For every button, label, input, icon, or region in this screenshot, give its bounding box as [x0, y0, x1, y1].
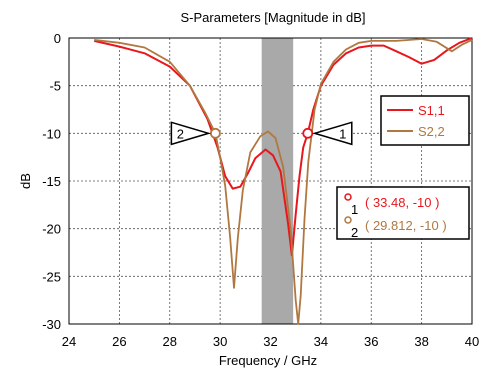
- y-tick-label: -25: [42, 269, 61, 284]
- x-tick-label: 32: [263, 334, 277, 349]
- x-tick-label: 38: [414, 334, 428, 349]
- y-tick-label: 0: [54, 31, 61, 46]
- marker-legend-value-2: ( 29.812, -10 ): [365, 218, 447, 233]
- y-axis-label: dB: [18, 173, 33, 189]
- marker-point-1: [302, 127, 314, 139]
- marker-legend: 1 ( 33.48, -10 ) 2 ( 29.812, -10 ): [336, 186, 470, 240]
- shaded-bands: [261, 38, 294, 324]
- legend-label-s11: S1,1: [418, 103, 445, 118]
- legend-box: [380, 95, 470, 146]
- marker-legend-id-1: 1: [351, 202, 358, 217]
- marker-legend-symbol-2: [344, 216, 352, 224]
- marker-point-2: [209, 127, 221, 139]
- marker-flag-label-1: 1: [339, 126, 346, 141]
- chart-title: S-Parameters [Magnitude in dB]: [181, 10, 366, 25]
- marker-legend-id-2: 2: [351, 225, 358, 240]
- x-tick-label: 30: [213, 334, 227, 349]
- x-tick-label: 24: [62, 334, 76, 349]
- y-tick-label: -10: [42, 126, 61, 141]
- marker-legend-symbol-1: [344, 193, 352, 201]
- marker-legend-value-1: ( 33.48, -10 ): [365, 195, 439, 210]
- marker-flag-2: [170, 121, 212, 146]
- highlight-band: [261, 38, 294, 324]
- x-tick-labels: 24 26 28 30 32 34 36 38 40: [62, 334, 479, 349]
- marker-layer: 12: [170, 121, 353, 146]
- plot-frame: [68, 37, 473, 325]
- y-tick-label: -20: [42, 222, 61, 237]
- marker-flag-1: [312, 121, 353, 146]
- y-tick-labels: 0 -5 -10 -15 -20 -25 -30: [42, 31, 61, 332]
- y-tick-label: -30: [42, 317, 61, 332]
- x-tick-label: 28: [163, 334, 177, 349]
- marker-legend-box: [336, 186, 470, 240]
- legend: S1,1 S2,2: [380, 95, 470, 146]
- legend-label-s22: S2,2: [418, 124, 445, 139]
- x-tick-label: 36: [364, 334, 378, 349]
- y-tick-label: -15: [42, 174, 61, 189]
- y-tick-label: -5: [49, 79, 61, 94]
- x-tick-label: 40: [465, 334, 479, 349]
- x-tick-label: 26: [112, 334, 126, 349]
- x-axis-label: Frequency / GHz: [219, 353, 317, 368]
- marker-flag-label-2: 2: [177, 126, 184, 141]
- x-tick-label: 34: [314, 334, 328, 349]
